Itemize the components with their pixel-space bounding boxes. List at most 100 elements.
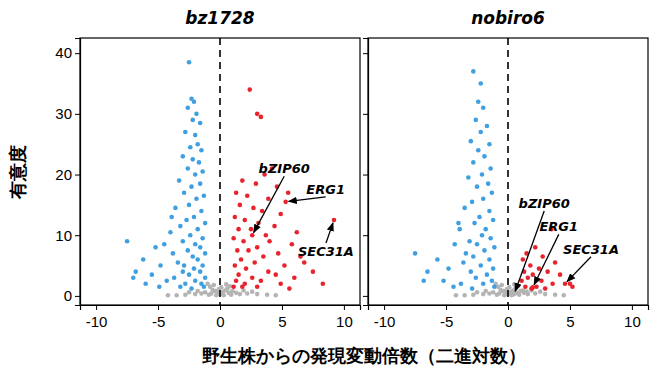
point: [187, 60, 192, 65]
point: [475, 290, 480, 295]
point: [553, 260, 558, 265]
y-axis: [363, 39, 369, 306]
point: [193, 278, 198, 283]
y-axis: 010203040: [55, 39, 80, 306]
point: [441, 278, 446, 283]
point: [178, 224, 183, 229]
point: [189, 286, 194, 291]
point-series: [413, 69, 497, 291]
point: [242, 218, 247, 223]
point: [174, 293, 179, 298]
point: [478, 81, 483, 86]
annotation-label: SEC31A: [298, 244, 354, 259]
y-axis-title: 有意度: [7, 145, 28, 200]
x-axis: -10-50510: [81, 305, 361, 330]
point: [255, 245, 260, 250]
point: [413, 251, 418, 256]
point: [171, 251, 176, 256]
point: [480, 233, 485, 238]
tick-mark: [75, 53, 80, 54]
point: [477, 215, 482, 220]
point: [266, 269, 271, 274]
point: [178, 284, 183, 289]
point: [265, 292, 270, 297]
point: [153, 245, 158, 250]
annotation-label: bZIP60: [259, 161, 310, 176]
point: [203, 275, 208, 280]
tick: -10: [86, 305, 108, 330]
point: [240, 178, 245, 183]
point: [162, 242, 167, 247]
point: [199, 148, 204, 153]
point: [485, 124, 490, 129]
tick: 30: [55, 105, 80, 122]
point: [236, 272, 241, 277]
x-axis: -10-50510: [369, 305, 649, 330]
point: [543, 286, 548, 291]
point: [272, 224, 277, 229]
point: [491, 266, 496, 271]
point: [282, 263, 287, 268]
point: [486, 181, 491, 186]
point: [457, 227, 462, 232]
point: [235, 248, 240, 253]
point: [177, 178, 182, 183]
tick: 10: [55, 227, 80, 244]
axis-line: [369, 306, 649, 311]
point: [283, 200, 288, 205]
point: [185, 166, 190, 171]
point: [553, 292, 558, 297]
point: [528, 263, 533, 268]
point: [254, 181, 259, 186]
point: [203, 221, 208, 226]
point: [481, 105, 486, 110]
point: [200, 263, 205, 268]
point: [471, 160, 476, 165]
point: [198, 181, 203, 186]
annotation-label: ERG1: [306, 182, 345, 197]
point: [475, 242, 480, 247]
tick-label: 0: [216, 313, 224, 330]
tick: 20: [55, 166, 80, 183]
point: [125, 239, 130, 244]
figure: -10-50510010203040bZIP60ERG1SEC31Abz1728…: [0, 0, 664, 373]
point: [212, 283, 217, 288]
tick-mark: [158, 305, 159, 310]
point: [189, 184, 194, 189]
point: [187, 272, 192, 277]
point: [157, 284, 162, 289]
axis-line: [75, 39, 81, 306]
tick-label: 30: [55, 105, 72, 122]
point: [188, 233, 193, 238]
point: [185, 248, 190, 253]
point: [255, 292, 260, 297]
point: [471, 69, 476, 74]
point: [295, 230, 300, 235]
point: [238, 203, 243, 208]
tick-mark: [632, 305, 633, 310]
point: [488, 236, 493, 241]
point: [221, 293, 226, 298]
tick: 5: [566, 305, 574, 330]
point: [255, 112, 260, 117]
point: [480, 172, 485, 177]
plot-frame: [80, 38, 360, 305]
point: [533, 245, 538, 250]
point: [143, 281, 148, 286]
annotation-label: bZIP60: [519, 196, 570, 211]
point: [550, 281, 555, 286]
tick-label: 10: [336, 313, 353, 330]
tick: 0: [216, 305, 224, 330]
point: [487, 209, 492, 214]
point: [197, 160, 202, 165]
point: [286, 190, 291, 195]
tick-mark: [96, 305, 97, 310]
point: [158, 263, 163, 268]
point: [459, 281, 464, 286]
point: [521, 257, 526, 262]
point: [173, 206, 178, 211]
point: [193, 242, 198, 247]
tick-label: 5: [278, 313, 286, 330]
point: [476, 148, 481, 153]
point: [543, 292, 548, 297]
